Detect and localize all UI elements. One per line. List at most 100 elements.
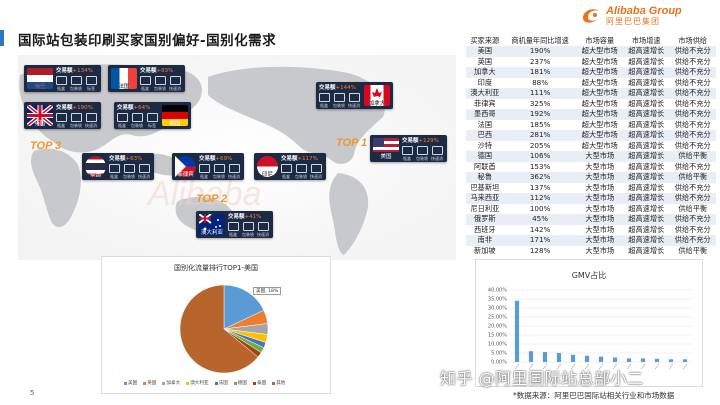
table-cell: 超大型市场 (581, 56, 618, 66)
y-tick-label: 0.00% (491, 360, 507, 366)
y-tick-label: 15.00% (488, 333, 507, 339)
packaging-bag-icon (243, 221, 254, 231)
table-cell: 大型市场 (585, 161, 615, 171)
table-cell: 供给不充分 (674, 161, 711, 171)
table-header-cell: 市场增速 (631, 36, 661, 45)
x-tick-mark (542, 363, 548, 370)
y-tick-label: 35.00% (488, 297, 507, 303)
thailand-flag-icon: 泰国 (85, 156, 106, 178)
table-cell: 供给不充分 (674, 140, 711, 150)
icon-label: 快速消 (348, 102, 360, 108)
data-source-note: *数据来源：阿里巴巴国际站相关行业和市场数据 (513, 391, 675, 400)
top2-label: TOP 2 (196, 193, 228, 205)
packaging-bag-icon (417, 145, 428, 155)
icon-label: 快速消 (310, 173, 322, 179)
table-cell: 超高速增长 (628, 224, 665, 234)
table-cell: 新加坡 (474, 245, 496, 255)
page-title: 国际站包装印刷买家国别偏好-国别化需求 (18, 33, 277, 49)
packaging-bag-icon (71, 75, 82, 85)
x-tick-mark (514, 363, 520, 370)
table-header-cell: 市场供给 (678, 36, 708, 45)
world-map: Alibaba 荷兰 交易额+134% 瓶盒 包装袋 标签 法国 交易额+83%… (18, 55, 456, 260)
table-cell: 供给不充分 (674, 182, 711, 192)
packaging-bag-icon (132, 112, 143, 122)
table-cell: 111% (529, 88, 551, 97)
x-tick-mark (598, 363, 604, 370)
market-table: 买家来源 商机量年同比增速 市场容量 市场增速 市场供给 美国 190% 超大型市场 超高速增… (466, 36, 716, 256)
table-cell: 超高速增长 (628, 77, 665, 87)
table-cell: 超高速增长 (628, 203, 665, 213)
fast-consume-icon (170, 75, 181, 85)
country-card-usa: 美国 交易额+129% 瓶盒 包装袋 快速消 (370, 135, 447, 162)
table-cell: 超高速增长 (628, 214, 665, 223)
table-header-cell: 市场容量 (585, 36, 615, 45)
country-card-canada: 加拿大 交易额+144% 瓶盒 包装袋 快速消 (316, 82, 393, 109)
icon-label: 快速消 (228, 173, 240, 179)
table-cell: 大型市场 (585, 235, 615, 244)
legend-label: 英国 (147, 381, 157, 386)
legend-swatch (272, 381, 276, 385)
y-tick-label: 10.00% (488, 342, 507, 348)
gmv-bar (598, 356, 604, 362)
country-card-philippines: 菲律宾 交易额+69% 瓶盒 包装袋 快速消 (172, 153, 244, 180)
table-cell: 超高速增长 (628, 193, 665, 202)
table-header-row: 买家来源 商机量年同比增速 市场容量 市场增速 市场供给 (466, 36, 716, 46)
table-cell: 巴西 (477, 130, 493, 139)
fast-consume-icon (349, 92, 360, 102)
table-cell: 供给不充分 (674, 67, 711, 76)
table-cell: 德国 (477, 151, 493, 160)
country-card-australia: 澳大利亚 交易额+41% 瓶盒 包装袋 快速消 (196, 211, 273, 238)
table-row: 秘鲁 362% 大型市场 超高速增长 供给平衡 (466, 172, 716, 183)
pie-legend-item: 德国 (233, 380, 247, 386)
table-row: 新加坡 128% 大型市场 超高速增长 供给平衡 (466, 245, 716, 256)
title-accent-bar (0, 30, 4, 46)
pie-callout-label: 美国, 18% (253, 287, 282, 295)
gmv-bar (514, 300, 520, 362)
table-cell: 秘鲁 (477, 172, 493, 181)
table-header-cell: 商机量年同比增速 (511, 36, 569, 45)
x-tick-mark (654, 363, 660, 370)
indonesia-flag-icon: 印尼 (257, 156, 278, 178)
x-tick-mark (570, 363, 576, 370)
table-cell: 超高速增长 (628, 109, 665, 118)
table-row: 俄罗斯 45% 大型市场 超高速增长 供给不充分 (466, 214, 716, 225)
table-cell: 印度 (477, 77, 493, 87)
label-icon (86, 75, 97, 85)
legend-swatch (143, 381, 147, 385)
table-cell: 南非 (477, 235, 493, 244)
packaging-bag-icon (214, 163, 225, 173)
table-cell: 100% (529, 203, 551, 213)
bottle-box-icon (140, 75, 151, 85)
pie-legend-item: 泰国 (253, 380, 266, 386)
table-cell: 281% (529, 130, 551, 139)
icon-label: 瓶盒 (282, 173, 290, 179)
table-cell: 超大型市场 (581, 88, 618, 97)
country-card-indonesia: 印尼 交易额+117% 瓶盒 包装袋 快速消 (254, 153, 326, 180)
pie-legend: 美国 英国 加拿大 澳大利亚 法国 德国 泰国 其他 (124, 380, 285, 386)
icon-label: 包装袋 (131, 122, 143, 128)
alibaba-logo: Alibaba Group 阿里巴巴集团 (580, 4, 710, 26)
table-cell: 尼日利亚 (470, 203, 500, 213)
page-number: 5 (30, 389, 35, 397)
icon-label: 包装袋 (123, 173, 135, 179)
icon-label: 瓶盒 (320, 102, 328, 108)
table-cell: 菲律宾 (474, 98, 496, 108)
table-cell: 大型市场 (585, 214, 615, 223)
table-cell: 112% (529, 193, 551, 202)
table-row: 沙特 205% 超大型市场 超高速增长 供给不充分 (466, 140, 716, 151)
table-cell: 供给平衡 (678, 245, 708, 255)
zhihu-watermark: 知乎 @阿里国际站总部小二 (440, 369, 644, 388)
table-row: 墨西哥 192% 超大型市场 超高速增长 供给不充分 (466, 109, 716, 120)
label-icon (147, 112, 158, 122)
table-cell: 供给不充分 (674, 214, 711, 223)
table-cell: 超高速增长 (628, 172, 665, 181)
legend-label: 泰国 (257, 381, 267, 386)
gmv-bar (570, 354, 576, 362)
country-card-france: 法国 交易额+83% 瓶盒 包装袋 快速消 (108, 65, 185, 92)
table-cell: 供给不充分 (674, 46, 711, 55)
table-cell: 供给不充分 (674, 98, 711, 108)
table-row: 尼日利亚 100% 大型市场 超高速增长 供给平衡 (466, 203, 716, 214)
legend-swatch (233, 381, 237, 385)
table-row: 加拿大 181% 超大型市场 超高速增长 供给不充分 (466, 67, 716, 78)
table-cell: 超大型市场 (581, 119, 618, 129)
